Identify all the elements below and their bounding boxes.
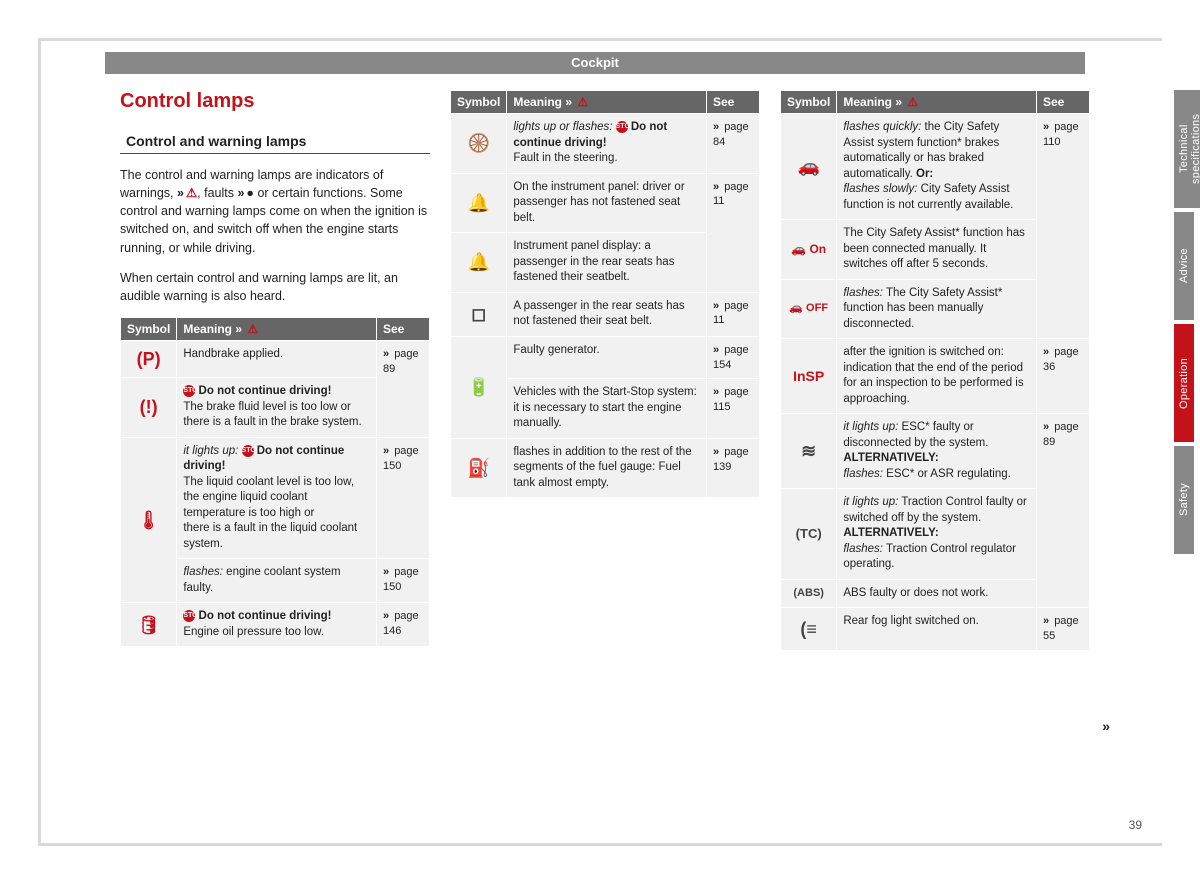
table-row: ◻ A passenger in the rear seats has not … <box>451 293 759 336</box>
table-header-row: Symbol Meaning ⚠ See <box>451 91 759 113</box>
sym-brake-icon: (!) <box>121 378 176 437</box>
intro-paragraph-1: The control and warning lamps are indica… <box>120 166 430 257</box>
table-row: ≋ it lights up: ESC* faulty or disconnec… <box>781 414 1089 488</box>
sym-inspection-icon: InSP <box>781 339 836 413</box>
see-cell: page 11 <box>707 174 759 292</box>
table-row: 🌡 it lights up: STOP Do not continue dri… <box>121 438 429 559</box>
continuation-arrow-icon: » <box>1102 718 1110 734</box>
meaning-cell: flashes quickly: the City Safety Assist … <box>837 114 1036 219</box>
see-cell: page 55 <box>1037 608 1089 650</box>
meaning-cell: ABS faulty or does not work. <box>837 580 1036 608</box>
meaning-cell: flashes in addition to the rest of the s… <box>507 439 706 498</box>
th-see: See <box>377 318 429 340</box>
meaning-cell: Vehicles with the Start-Stop system: it … <box>507 379 706 438</box>
meaning-cell: STOP Do not continue driving!Engine oil … <box>177 603 376 646</box>
tab-advice[interactable]: Advice <box>1174 212 1194 320</box>
meaning-cell: after the ignition is switched on: indic… <box>837 339 1036 413</box>
side-tabs: Technical specifications Advice Operatio… <box>1174 90 1200 558</box>
page-header: Cockpit <box>105 52 1085 74</box>
see-cell: page 110 <box>1037 114 1089 338</box>
table-row: (P) Handbrake applied. page 89 <box>121 341 429 377</box>
section-title: Control lamps <box>120 90 430 113</box>
meaning-cell: The City Safety Assist* function has bee… <box>837 220 1036 279</box>
meaning-cell: STOP Do not continue driving!The brake f… <box>177 378 376 437</box>
table-row: 🛞 lights up or flashes: STOP Do not cont… <box>451 114 759 173</box>
th-see: See <box>1037 91 1089 113</box>
tab-technical-specifications[interactable]: Technical specifications <box>1174 90 1200 208</box>
meaning-cell: flashes: The City Safety Assist* functio… <box>837 280 1036 339</box>
meaning-cell: lights up or flashes: STOP Do not contin… <box>507 114 706 173</box>
sym-seatbelt-front-icon: 🔔 <box>451 174 506 233</box>
see-cell: page 146 <box>377 603 429 646</box>
see-cell: page 154 <box>707 337 759 379</box>
meaning-cell: it lights up: ESC* faulty or disconnecte… <box>837 414 1036 488</box>
subsection-title: Control and warning lamps <box>120 131 430 154</box>
sym-city-safety-off-icon: 🚗 OFF <box>781 280 836 339</box>
table-header-row: Symbol Meaning ⚠ See <box>781 91 1089 113</box>
sym-city-safety-on-icon: 🚗 On <box>781 220 836 279</box>
th-see: See <box>707 91 759 113</box>
sym-steering-icon: 🛞 <box>451 114 506 173</box>
meaning-cell: A passenger in the rear seats has not fa… <box>507 293 706 336</box>
sym-seatbelt-rear-icon: 🔔 <box>451 233 506 292</box>
content-grid: Control lamps Control and warning lamps … <box>120 90 1080 651</box>
sym-city-safety-icon: 🚗 <box>781 114 836 219</box>
table-row: 🚗 flashes quickly: the City Safety Assis… <box>781 114 1089 219</box>
column-left: Control lamps Control and warning lamps … <box>120 90 430 651</box>
lamp-table-3: Symbol Meaning ⚠ See 🚗 flashes quickly: … <box>780 90 1090 651</box>
meaning-cell: Instrument panel display: a passenger in… <box>507 233 706 292</box>
intro-paragraph-2: When certain control and warning lamps a… <box>120 269 430 305</box>
sym-handbrake-icon: (P) <box>121 341 176 377</box>
sym-rear-fog-icon: (≡ <box>781 608 836 650</box>
th-meaning: Meaning ⚠ <box>177 318 376 340</box>
th-symbol: Symbol <box>121 318 176 340</box>
tab-safety[interactable]: Safety <box>1174 446 1194 554</box>
table-row: ⛽ flashes in addition to the rest of the… <box>451 439 759 498</box>
column-middle: Symbol Meaning ⚠ See 🛞 lights up or flas… <box>450 90 760 651</box>
meaning-cell: Rear fog light switched on. <box>837 608 1036 650</box>
sym-seatbelt-unfastened-icon: ◻ <box>451 293 506 336</box>
sym-fuel-icon: ⛽ <box>451 439 506 498</box>
meaning-cell: Faulty generator. <box>507 337 706 379</box>
see-cell: page 36 <box>1037 339 1089 413</box>
th-symbol: Symbol <box>451 91 506 113</box>
sym-battery-icon: 🔋 <box>451 337 506 438</box>
see-cell: page 11 <box>707 293 759 336</box>
table-row: 🛢 STOP Do not continue driving!Engine oi… <box>121 603 429 646</box>
table-row: 🔔 On the instrument panel: driver or pas… <box>451 174 759 233</box>
th-meaning: Meaning ⚠ <box>837 91 1036 113</box>
see-cell: page 150 <box>377 559 429 602</box>
page-number: 39 <box>1129 818 1142 832</box>
lamp-table-2: Symbol Meaning ⚠ See 🛞 lights up or flas… <box>450 90 760 498</box>
lamp-table-1: Symbol Meaning ⚠ See (P) Handbrake appli… <box>120 317 430 648</box>
see-cell: page 115 <box>707 379 759 438</box>
see-cell: page 84 <box>707 114 759 173</box>
sym-esc-icon: ≋ <box>781 414 836 488</box>
meaning-cell: it lights up: Traction Control faulty or… <box>837 489 1036 579</box>
th-symbol: Symbol <box>781 91 836 113</box>
table-header-row: Symbol Meaning ⚠ See <box>121 318 429 340</box>
meaning-cell: it lights up: STOP Do not continue drivi… <box>177 438 376 559</box>
meaning-cell: On the instrument panel: driver or passe… <box>507 174 706 233</box>
see-cell: page 89 <box>377 341 429 437</box>
see-cell: page 139 <box>707 439 759 498</box>
meaning-cell: Handbrake applied. <box>177 341 376 377</box>
table-row: 🔋 Faulty generator. page 154 <box>451 337 759 379</box>
table-row: InSP after the ignition is switched on: … <box>781 339 1089 413</box>
sym-tc-icon: (TC) <box>781 489 836 579</box>
sym-coolant-icon: 🌡 <box>121 438 176 603</box>
meaning-cell: flashes: engine coolant system faulty. <box>177 559 376 602</box>
tab-operation[interactable]: Operation <box>1174 324 1194 442</box>
see-cell: page 89 <box>1037 414 1089 607</box>
sym-oil-icon: 🛢 <box>121 603 176 646</box>
sym-abs-icon: (ABS) <box>781 580 836 608</box>
table-row: (≡ Rear fog light switched on. page 55 <box>781 608 1089 650</box>
see-cell: page 150 <box>377 438 429 559</box>
th-meaning: Meaning ⚠ <box>507 91 706 113</box>
column-right: Symbol Meaning ⚠ See 🚗 flashes quickly: … <box>780 90 1090 651</box>
